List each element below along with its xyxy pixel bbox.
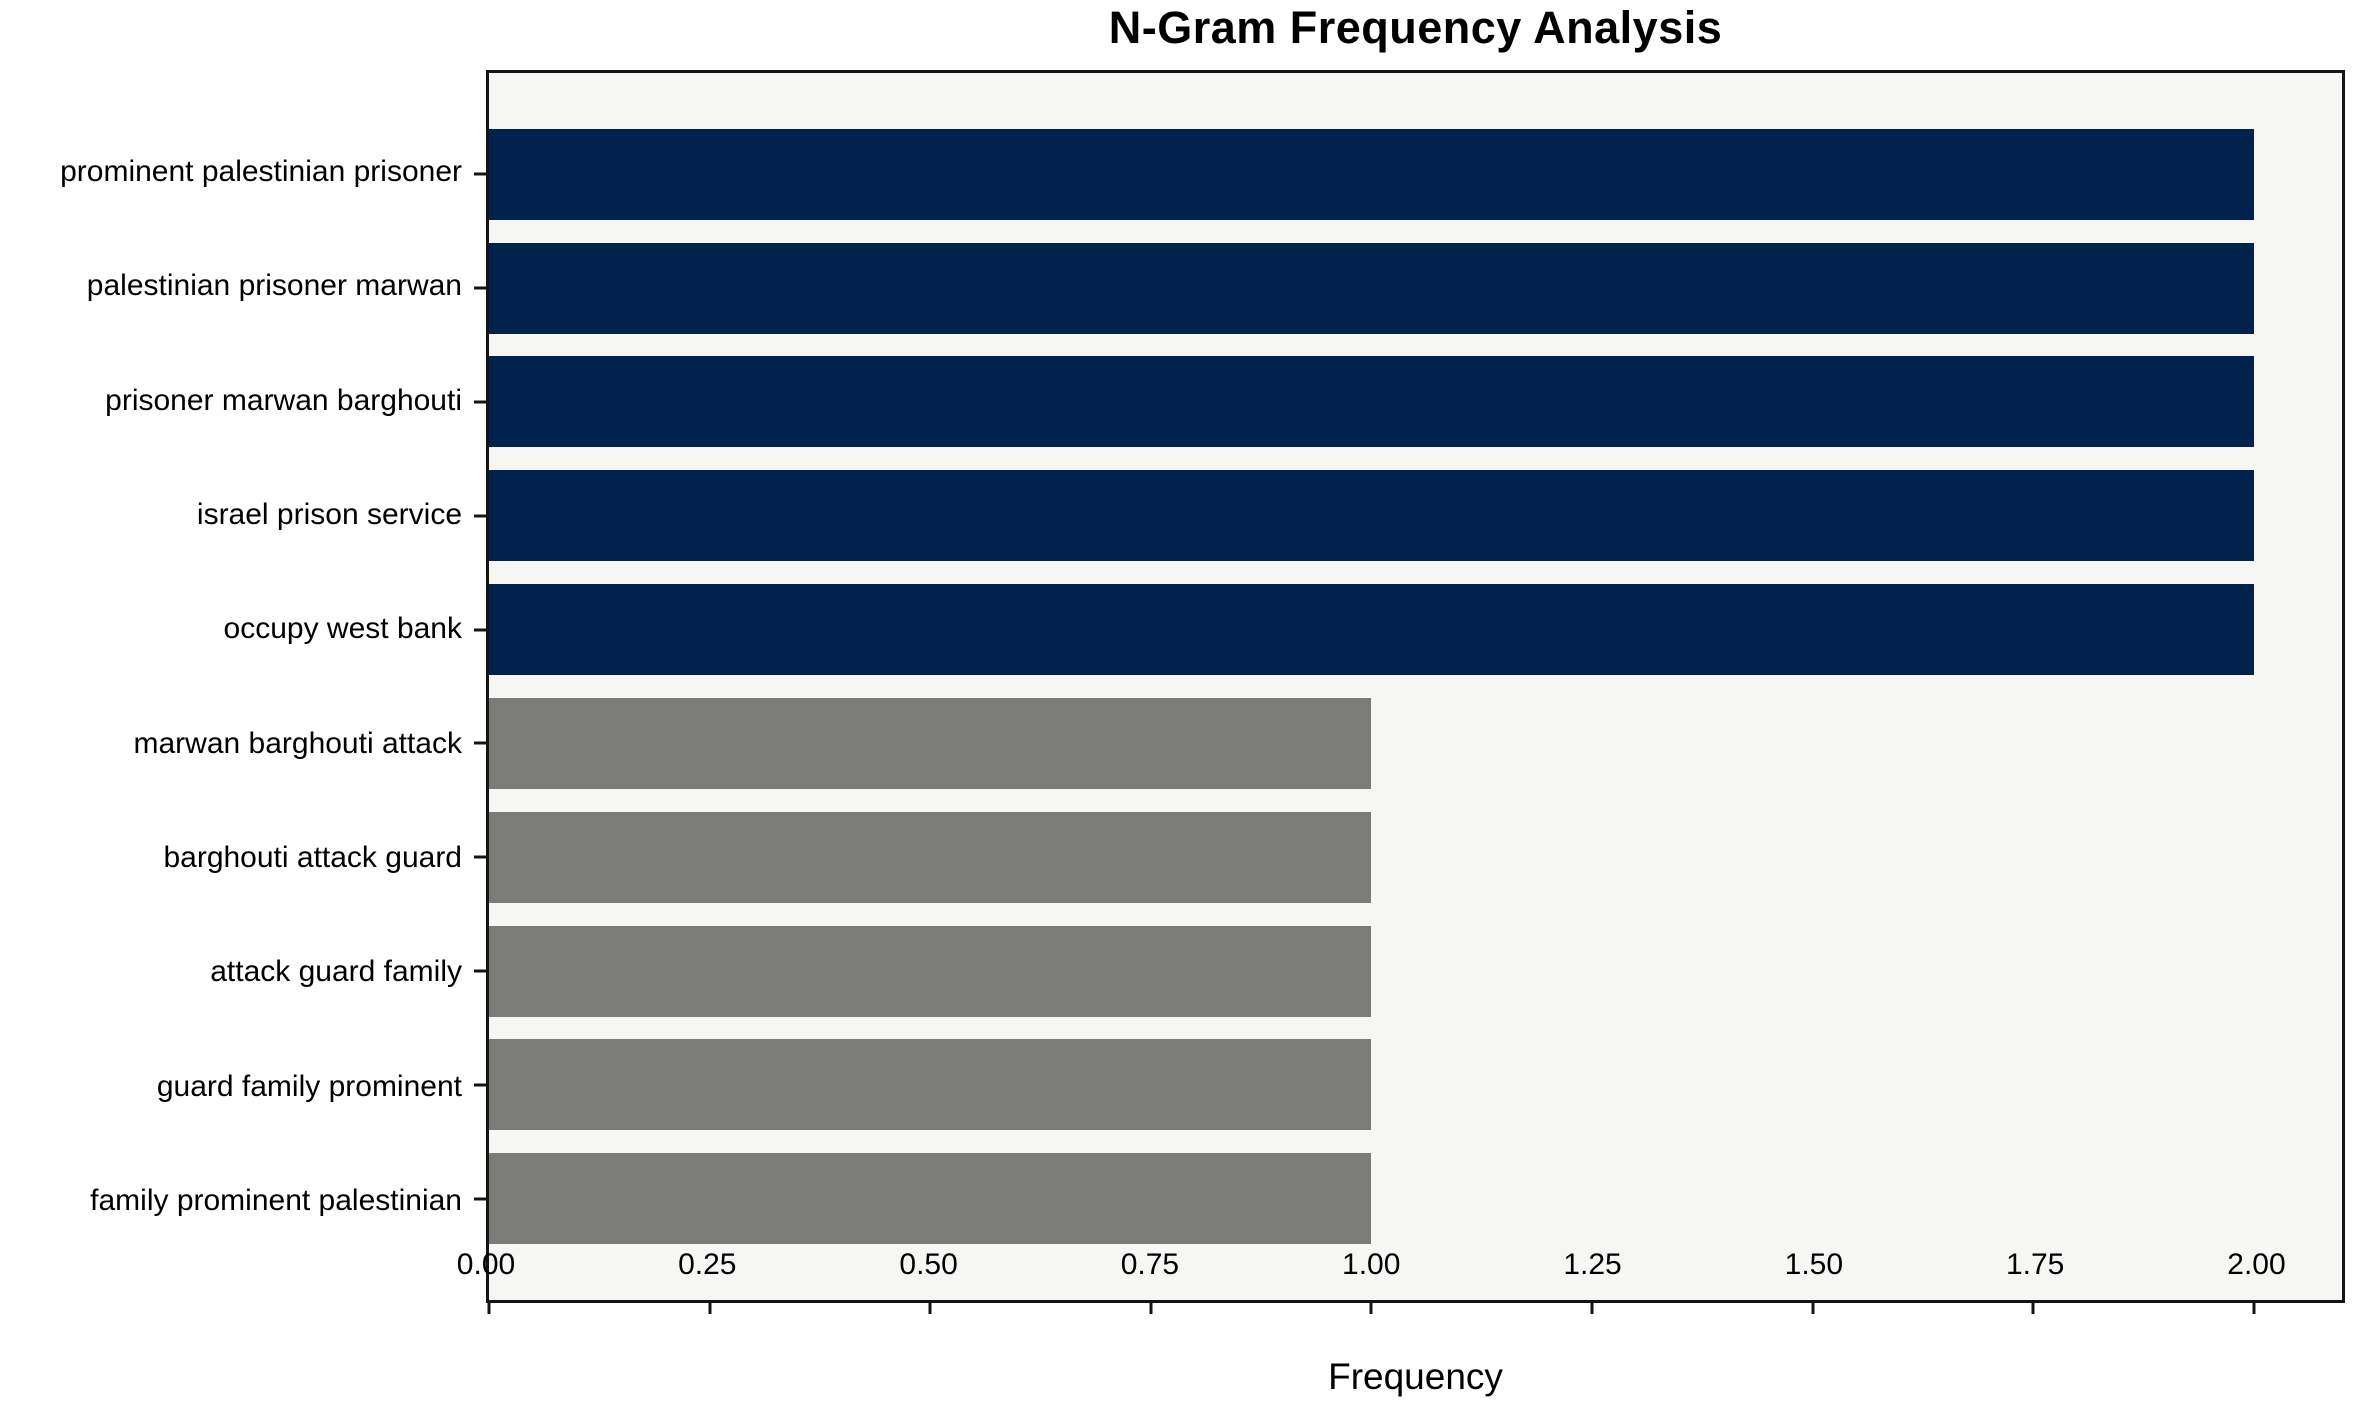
bar-occupy-west-bank <box>489 584 2254 676</box>
x-tick-label: 1.50 <box>1784 1248 1844 1281</box>
y-tick-mark <box>474 286 486 290</box>
x-axis-label: Frequency <box>1328 1356 1503 1397</box>
x-tick-label: 1.75 <box>2005 1248 2065 1281</box>
x-tick-label: 0.25 <box>678 1248 737 1281</box>
y-tick-label: occupy west bank <box>223 612 462 646</box>
y-tick-mark <box>474 855 486 859</box>
y-tick-mark <box>474 1197 486 1201</box>
y-tick-mark <box>474 1083 486 1087</box>
x-tick-mark <box>1590 1303 1594 1314</box>
bar-prisoner-marwan-barghouti <box>489 356 2254 448</box>
y-tick-label: barghouti attack guard <box>163 841 462 875</box>
y-tick-mark <box>474 514 486 518</box>
x-tick-mark <box>487 1303 491 1314</box>
bar-prominent-palestinian-prisoner <box>489 128 2254 220</box>
x-tick-label: 2.00 <box>2227 1248 2286 1281</box>
chart-title: N-Gram Frequency Analysis <box>1108 2 1723 53</box>
x-tick-label: 0.50 <box>899 1248 958 1281</box>
bar-israel-prison-service <box>489 470 2254 562</box>
x-tick-mark <box>2031 1303 2035 1314</box>
y-tick-mark <box>474 969 486 973</box>
bar-family-prominent-palestinian <box>489 1153 1372 1245</box>
y-tick-label: guard family prominent <box>156 1069 462 1103</box>
x-tick-mark <box>2252 1303 2256 1314</box>
y-tick-label: marwan barghouti attack <box>133 726 462 760</box>
y-tick-mark <box>474 172 486 176</box>
bars-container <box>489 73 2342 1300</box>
bar-attack-guard-family <box>489 925 1372 1017</box>
plot-area <box>474 70 2345 1314</box>
x-tick-mark <box>1149 1303 1153 1314</box>
y-tick-mark <box>474 628 486 632</box>
y-tick-label: family prominent palestinian <box>90 1184 462 1218</box>
x-tick-label: 0.75 <box>1120 1248 1180 1281</box>
x-tick-label: 0.00 <box>456 1248 516 1281</box>
bar-marwan-barghouti-attack <box>489 697 1372 789</box>
x-tick-mark <box>708 1303 712 1314</box>
x-tick-label: 1.25 <box>1563 1248 1622 1281</box>
x-tick-mark <box>1811 1303 1815 1314</box>
y-tick-mark <box>474 400 486 404</box>
bar-guard-family-prominent <box>489 1039 1372 1131</box>
y-tick-label: prisoner marwan barghouti <box>105 383 462 417</box>
y-tick-label: prominent palestinian prisoner <box>60 154 462 188</box>
bar-palestinian-prisoner-marwan <box>489 242 2254 334</box>
bar-barghouti-attack-guard <box>489 811 1372 903</box>
y-tick-label: palestinian prisoner marwan <box>86 269 462 303</box>
y-tick-mark <box>474 741 486 745</box>
x-tick-mark <box>1369 1303 1373 1314</box>
y-axis-labels: prominent palestinian prisoner palestinia… <box>0 70 462 1303</box>
x-tick-mark <box>928 1303 932 1314</box>
x-tick-label: 1.00 <box>1342 1248 1401 1281</box>
y-tick-label: israel prison service <box>196 497 462 531</box>
y-tick-label: attack guard family <box>210 955 462 989</box>
